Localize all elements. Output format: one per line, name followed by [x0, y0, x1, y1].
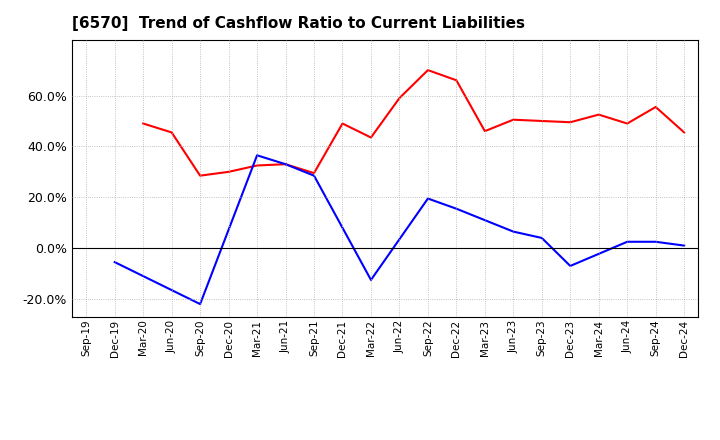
Operating CF to Current Liabilities: [225, 169, 233, 175]
Operating CF to Current Liabilities: [566, 120, 575, 125]
Free CF to Current Liabilities: [110, 260, 119, 265]
Operating CF to Current Liabilities: [196, 173, 204, 178]
Operating CF to Current Liabilities: [423, 67, 432, 73]
Line: Operating CF to Current Liabilities: Operating CF to Current Liabilities: [143, 70, 684, 176]
Free CF to Current Liabilities: [452, 206, 461, 211]
Operating CF to Current Liabilities: [452, 77, 461, 83]
Operating CF to Current Liabilities: [253, 163, 261, 168]
Operating CF to Current Liabilities: [338, 121, 347, 126]
Operating CF to Current Liabilities: [537, 118, 546, 124]
Free CF to Current Liabilities: [680, 243, 688, 248]
Operating CF to Current Liabilities: [167, 130, 176, 135]
Free CF to Current Liabilities: [509, 229, 518, 234]
Free CF to Current Liabilities: [282, 161, 290, 167]
Operating CF to Current Liabilities: [680, 130, 688, 135]
Operating CF to Current Liabilities: [509, 117, 518, 122]
Operating CF to Current Liabilities: [480, 128, 489, 134]
Legend: Operating CF to Current Liabilities, Free CF to Current Liabilities: Operating CF to Current Liabilities, Fre…: [148, 439, 623, 440]
Free CF to Current Liabilities: [566, 263, 575, 268]
Free CF to Current Liabilities: [196, 301, 204, 307]
Operating CF to Current Liabilities: [310, 170, 318, 176]
Free CF to Current Liabilities: [366, 277, 375, 282]
Operating CF to Current Liabilities: [139, 121, 148, 126]
Free CF to Current Liabilities: [253, 153, 261, 158]
Free CF to Current Liabilities: [310, 173, 318, 178]
Free CF to Current Liabilities: [537, 235, 546, 241]
Free CF to Current Liabilities: [623, 239, 631, 244]
Operating CF to Current Liabilities: [652, 104, 660, 110]
Operating CF to Current Liabilities: [395, 95, 404, 101]
Free CF to Current Liabilities: [423, 196, 432, 201]
Text: [6570]  Trend of Cashflow Ratio to Current Liabilities: [6570] Trend of Cashflow Ratio to Curren…: [72, 16, 525, 32]
Operating CF to Current Liabilities: [366, 135, 375, 140]
Operating CF to Current Liabilities: [282, 161, 290, 167]
Line: Free CF to Current Liabilities: Free CF to Current Liabilities: [114, 155, 684, 304]
Free CF to Current Liabilities: [652, 239, 660, 244]
Operating CF to Current Liabilities: [595, 112, 603, 117]
Operating CF to Current Liabilities: [623, 121, 631, 126]
